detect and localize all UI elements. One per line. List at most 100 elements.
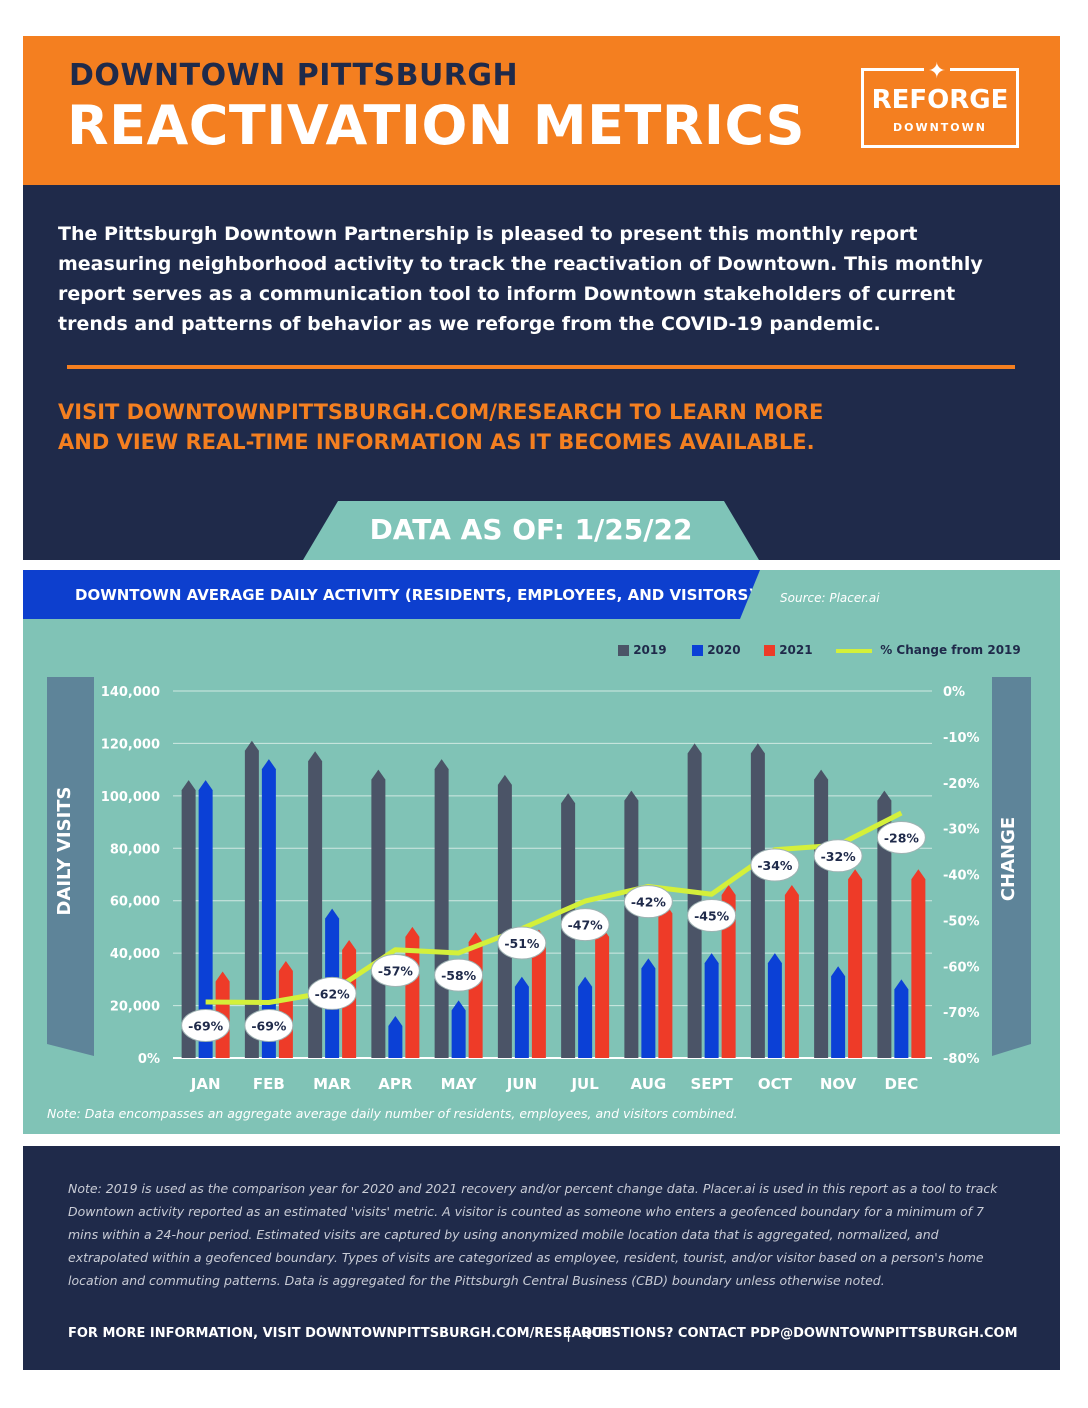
- visit-link-text[interactable]: VISIT DOWNTOWNPITTSBURGH.COM/RESEARCH TO…: [58, 400, 824, 454]
- change-label-panel: CHANGE: [992, 677, 1031, 1056]
- y2-tick-label: -30%: [943, 823, 980, 838]
- bar-2021-nov: [848, 869, 863, 1058]
- more-info-link[interactable]: FOR MORE INFORMATION, VISIT DOWNTOWNPITT…: [68, 1326, 612, 1341]
- x-axis-labels: JAN FEB MAR APR MAY JUN JUL AUG SEPT OCT NOV DEC: [190, 1075, 918, 1093]
- intro-paragraph: The Pittsburgh Downtown Partnership is p…: [58, 223, 983, 335]
- legend-item-2021: 2021: [764, 641, 813, 659]
- header-title: REACTIVATION METRICS: [67, 94, 806, 157]
- pct-label-apr: -57%: [370, 953, 420, 987]
- pct-label-text: -42%: [631, 895, 667, 910]
- y2-tick-label: 0%: [943, 685, 965, 700]
- bar-2019-dec: [877, 790, 892, 1058]
- methodology-note: Note: 2019 is used as the comparison yea…: [68, 1181, 998, 1288]
- pct-label-bubble: [434, 958, 484, 992]
- bar-2021-jun: [531, 929, 546, 1058]
- contact-link[interactable]: QUESTIONS? CONTACT PDP@DOWNTOWNPITTSBURG…: [581, 1326, 1018, 1341]
- pct-label-bubble: [813, 839, 863, 873]
- chart-title: DOWNTOWN AVERAGE DAILY ACTIVITY (RESIDEN…: [75, 586, 756, 604]
- y2-tick-label: -50%: [943, 914, 980, 929]
- pct-label-bubble: [244, 1009, 294, 1043]
- bar-2019-oct: [750, 743, 765, 1058]
- y-axis-label: DAILY VISITS: [54, 786, 75, 915]
- bar-2019-nov: [814, 769, 829, 1058]
- pct-label-bubble: [687, 898, 737, 932]
- pct-label-jun: -51%: [497, 926, 547, 960]
- logo-subtext: DOWNTOWN: [892, 121, 987, 134]
- pct-change-line: -69% -69% -62% -57% -58% -51% -47% -42% -45% -34%…: [181, 810, 926, 1043]
- y2-tick-label: -20%: [943, 777, 980, 792]
- data-as-of-label: DATA AS OF: 1/25/22: [369, 513, 693, 546]
- y-tick-label: 120,000: [101, 737, 160, 752]
- legend-item-2019: 2019: [618, 641, 667, 659]
- pct-label-text: -34%: [757, 858, 793, 873]
- bar-2021-may: [468, 932, 483, 1058]
- header-banner: DOWNTOWN PITTSBURGH REACTIVATION METRICS…: [23, 36, 1060, 185]
- pct-label-dec: -28%: [876, 820, 926, 854]
- pct-label-text: -47%: [568, 918, 604, 933]
- pct-label-sept: -45%: [687, 898, 737, 932]
- y-axis-label-bg: [47, 677, 94, 1056]
- y2-axis-label: CHANGE: [998, 817, 1019, 901]
- pct-label-text: -32%: [821, 849, 857, 864]
- pct-label-bubble: [307, 976, 357, 1010]
- bar-2019-jan: [181, 780, 196, 1058]
- bar-2020-dec: [894, 979, 909, 1058]
- y2-tick-label: -10%: [943, 731, 980, 746]
- x-tick-label: MAR: [313, 1075, 352, 1093]
- legend-swatch: [764, 645, 775, 656]
- y-tick-label: 140,000: [101, 685, 160, 700]
- x-tick-label: JUL: [570, 1075, 599, 1093]
- x-tick-label: JAN: [190, 1075, 221, 1093]
- y2-tick-label: -80%: [943, 1052, 980, 1067]
- legend-label: 2019: [633, 643, 667, 657]
- pct-label-jan: -69%: [181, 1009, 231, 1043]
- bar-2019-mar: [308, 751, 323, 1058]
- y-tick-label: 100,000: [101, 790, 160, 805]
- legend-swatch: [618, 645, 629, 656]
- pct-label-text: -58%: [441, 968, 477, 983]
- bar-2020-oct: [767, 953, 782, 1058]
- divider: [67, 365, 1015, 369]
- x-tick-label: OCT: [758, 1075, 793, 1093]
- x-tick-label: JUN: [506, 1075, 537, 1093]
- bar-2019-aug: [624, 790, 639, 1058]
- y-tick-label: 0%: [138, 1052, 160, 1067]
- pct-label-bubble: [750, 848, 800, 882]
- bar-2020-jul: [578, 976, 593, 1058]
- bar-2019-apr: [371, 769, 386, 1058]
- pct-label-text: -51%: [504, 936, 540, 951]
- bar-2020-aug: [641, 958, 656, 1058]
- x-tick-label: NOV: [820, 1075, 857, 1093]
- y2-tick-label: -40%: [943, 869, 980, 884]
- bar-2020-apr: [388, 1016, 403, 1058]
- pct-label-bubble: [497, 926, 547, 960]
- intro-panel: The Pittsburgh Downtown Partnership is p…: [23, 185, 1060, 560]
- data-as-of-tab: DATA AS OF: 1/25/22: [303, 501, 759, 560]
- legend-label: 2020: [707, 643, 741, 657]
- bar-2020-nov: [831, 966, 846, 1058]
- bar-2019-sept: [687, 743, 702, 1058]
- x-tick-label: FEB: [253, 1075, 285, 1093]
- pct-label-oct: -34%: [750, 848, 800, 882]
- pct-label-aug: -42%: [623, 885, 673, 919]
- y-axis-ticks: 0% 20,000 40,000 60,000 80,000 100,000 120,000…: [101, 685, 160, 1067]
- bar-2021-oct: [784, 884, 799, 1058]
- pct-label-text: -69%: [251, 1019, 287, 1034]
- bar-2021-aug: [658, 903, 673, 1058]
- legend-item-2020: 2020: [692, 641, 741, 659]
- chart-note: Note: Data encompasses an aggregate aver…: [47, 1106, 738, 1121]
- bar-2019-feb: [244, 740, 259, 1058]
- pct-label-text: -57%: [378, 963, 414, 978]
- bar-2020-may: [451, 1000, 466, 1058]
- reforge-logo: ✦ REFORGE DOWNTOWN: [861, 59, 1019, 148]
- y-tick-label: 20,000: [110, 1000, 160, 1015]
- legend-label: % Change from 2019: [880, 643, 1021, 657]
- pct-label-bubble: [623, 885, 673, 919]
- y2-axis-label-bg: [992, 677, 1031, 1056]
- pct-label-bubble: [560, 908, 610, 942]
- gridlines: [173, 690, 932, 1059]
- legend-label: 2021: [779, 643, 813, 657]
- header-subtitle: DOWNTOWN PITTSBURGH: [69, 58, 519, 93]
- bar-2020-sept: [704, 953, 719, 1058]
- pct-label-text: -62%: [315, 986, 351, 1001]
